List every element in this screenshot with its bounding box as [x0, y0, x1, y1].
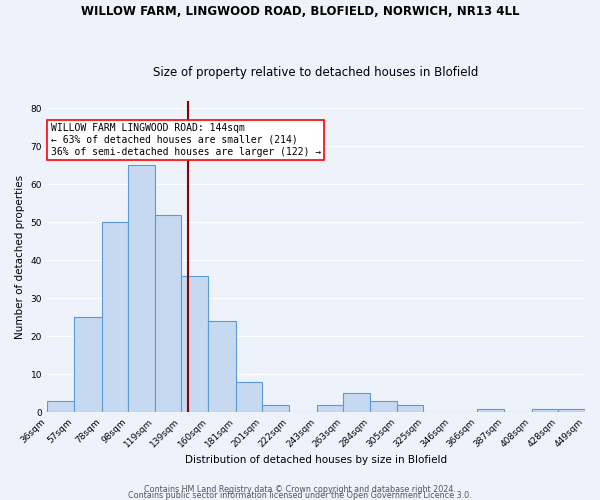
Bar: [262, 405, 289, 412]
Bar: [128, 165, 155, 412]
Bar: [317, 405, 343, 412]
Bar: [343, 394, 370, 412]
Bar: [74, 318, 101, 412]
X-axis label: Distribution of detached houses by size in Blofield: Distribution of detached houses by size …: [185, 455, 447, 465]
Bar: [532, 408, 557, 412]
Text: WILLOW FARM, LINGWOOD ROAD, BLOFIELD, NORWICH, NR13 4LL: WILLOW FARM, LINGWOOD ROAD, BLOFIELD, NO…: [81, 5, 519, 18]
Bar: [101, 222, 128, 412]
Bar: [155, 214, 181, 412]
Text: Contains public sector information licensed under the Open Government Licence 3.: Contains public sector information licen…: [128, 490, 472, 500]
Y-axis label: Number of detached properties: Number of detached properties: [15, 174, 25, 338]
Bar: [397, 405, 424, 412]
Bar: [236, 382, 262, 412]
Bar: [477, 408, 504, 412]
Text: WILLOW FARM LINGWOOD ROAD: 144sqm
← 63% of detached houses are smaller (214)
36%: WILLOW FARM LINGWOOD ROAD: 144sqm ← 63% …: [51, 124, 321, 156]
Bar: [557, 408, 585, 412]
Bar: [370, 401, 397, 412]
Bar: [208, 321, 236, 412]
Text: Contains HM Land Registry data © Crown copyright and database right 2024.: Contains HM Land Registry data © Crown c…: [144, 484, 456, 494]
Bar: [181, 276, 208, 412]
Title: Size of property relative to detached houses in Blofield: Size of property relative to detached ho…: [153, 66, 479, 78]
Bar: [47, 401, 74, 412]
